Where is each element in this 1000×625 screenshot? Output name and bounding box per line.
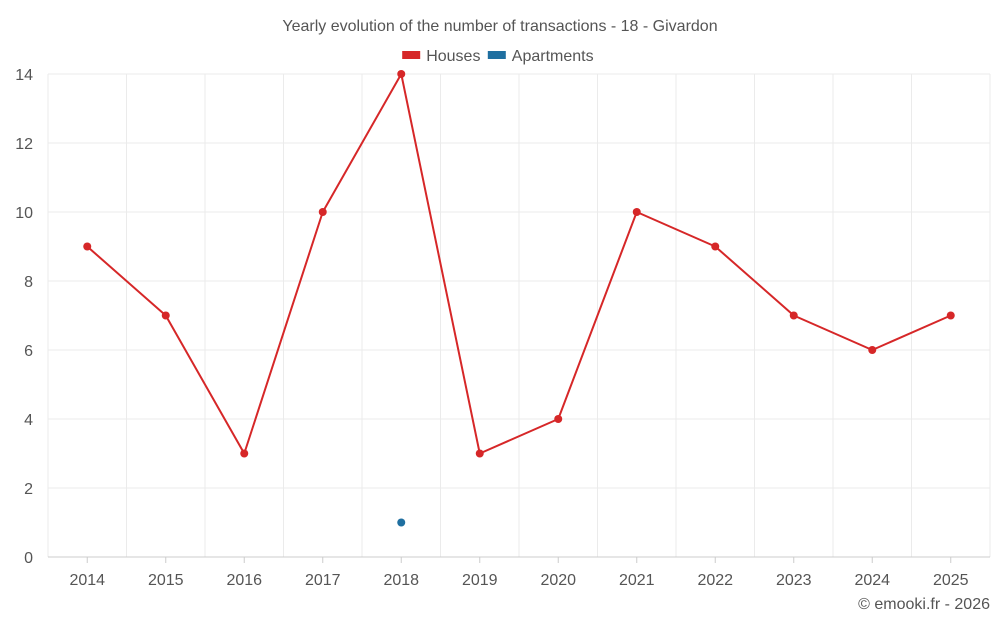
y-tick-label: 12: [15, 136, 33, 153]
grid-lines: [47, 73, 991, 557]
data-point-houses: [240, 449, 249, 458]
y-tick-label: 2: [24, 481, 33, 498]
x-tick-label: 2020: [540, 572, 576, 589]
data-point-houses: [789, 311, 798, 320]
x-tick-label: 2019: [462, 572, 498, 589]
series-group: [83, 70, 955, 527]
data-point-houses: [318, 208, 327, 216]
data-point-houses: [946, 311, 955, 320]
x-tick-label: 2017: [305, 572, 341, 589]
x-tick-label: 2024: [854, 572, 890, 589]
x-tick-label: 2025: [933, 572, 969, 589]
data-point-houses: [161, 311, 170, 320]
y-tick-label: 14: [15, 67, 33, 84]
axes: 0 2 4 6 8 10 12 14 2014 2015 2016 2017 2018 2019 2020 2…: [15, 67, 990, 589]
data-point-houses: [83, 242, 92, 251]
data-point-houses: [554, 415, 563, 423]
legend-label-apartments: Apartments: [512, 48, 594, 65]
data-point-houses: [475, 449, 484, 458]
y-tick-label: 6: [24, 343, 33, 360]
legend-swatch-houses: [402, 51, 421, 59]
y-tick-label: 4: [24, 412, 33, 429]
y-tick-label: 8: [24, 274, 33, 291]
data-point-houses: [397, 70, 406, 78]
x-tick-label: 2022: [697, 572, 733, 589]
legend-swatch-apartments: [487, 51, 506, 59]
x-tick-label: 2021: [619, 572, 655, 589]
legend: Houses Apartments: [402, 48, 594, 65]
x-tick-label: 2014: [69, 572, 105, 589]
y-tick-label: 10: [15, 205, 33, 222]
chart-title: Yearly evolution of the number of transa…: [282, 18, 717, 35]
data-point-houses: [632, 208, 641, 216]
x-tick-label: 2018: [383, 572, 419, 589]
y-tick-label: 0: [24, 550, 33, 567]
x-tick-label: 2016: [226, 572, 262, 589]
x-tick-label: 2023: [776, 572, 812, 589]
data-point-apartments: [397, 518, 406, 527]
credit-text: © emooki.fr - 2026: [858, 596, 990, 613]
legend-label-houses: Houses: [426, 48, 480, 65]
series-line-houses: [86, 73, 952, 455]
data-point-houses: [711, 242, 720, 251]
data-point-houses: [868, 346, 877, 354]
x-tick-label: 2015: [148, 572, 184, 589]
